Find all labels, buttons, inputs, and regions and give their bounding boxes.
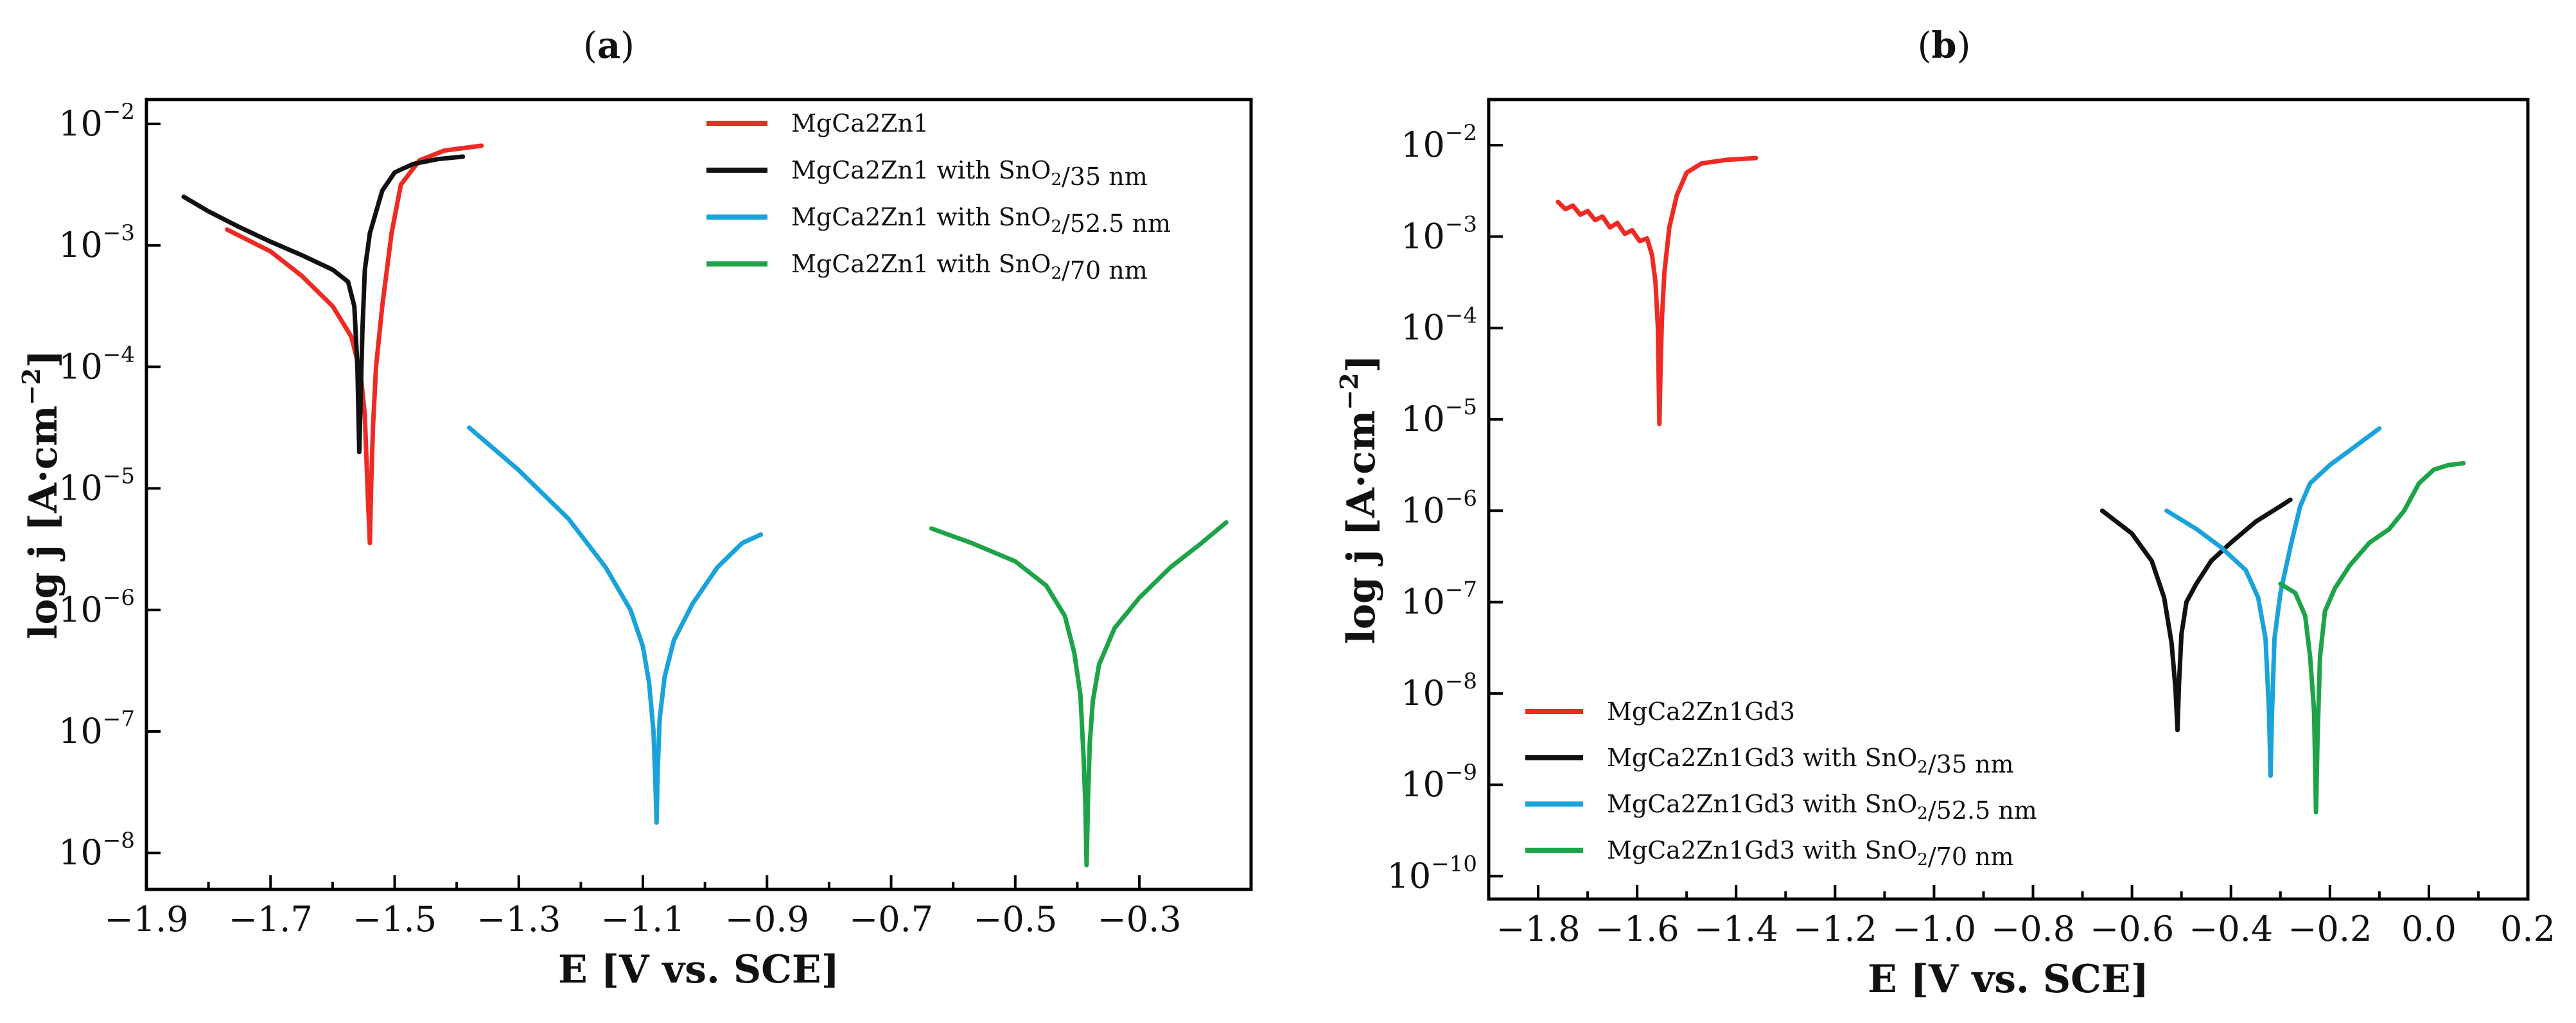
panel-b-label: (b) (1918, 24, 1971, 67)
panel-b-plot-frame (1487, 98, 2530, 901)
panel-b-x-tick-label: −1.6 (1595, 909, 1679, 949)
panel-a-series-3-line (467, 425, 764, 825)
panel-a-x-tick-label: −0.9 (725, 899, 809, 940)
panel-b-x-tick-label: −1.4 (1694, 909, 1778, 949)
panel-b-y-tick-label: 10−6 (1401, 485, 1477, 530)
panel-b-x-tick-label: −0.8 (1991, 909, 2075, 949)
panel-a-y-tick-label: 10−2 (58, 99, 135, 144)
panel-b-y-tick-label: 10−4 (1401, 303, 1477, 348)
panel-b-y-axis-title: log j [A·cm−2] (1335, 354, 1384, 644)
panel-a-plot-frame (145, 98, 1253, 891)
panel-b-y-tick-label: 10−2 (1401, 120, 1477, 165)
panel-a-legend-label: MgCa2Zn1 with SnO2/35 nm (791, 156, 1148, 191)
panel-b-legend-label: MgCa2Zn1Gd3 with SnO2/35 nm (1607, 744, 2014, 778)
panel-a-x-tick-label: −0.5 (973, 899, 1057, 940)
panel-a-x-tick-label: −0.7 (849, 899, 933, 940)
panel-b-x-tick-label: −1.0 (1892, 909, 1976, 949)
panel-a-legend-label: MgCa2Zn1 (791, 109, 929, 137)
panel-b-x-tick-label: −0.4 (2189, 909, 2273, 949)
panel-b-series-1-line (1555, 155, 1758, 426)
panel-a-y-tick-label: 10−3 (58, 220, 135, 265)
panel-a-series-4-line (929, 520, 1229, 868)
panel-b-legend-label: MgCa2Zn1Gd3 with SnO2/70 nm (1607, 836, 2014, 871)
panel-b-x-tick-label: −0.2 (2288, 909, 2372, 949)
panel-b-legend: MgCa2Zn1Gd3 MgCa2Zn1Gd3 with SnO2/35 nm Mg… (1525, 697, 2037, 871)
panel-a-x-tick-label: −1.7 (229, 899, 313, 940)
panel-a: (a) −1.9 −1.7 −1.5 −1.3 −1.1 −0.9 −0.7 −0.5 −0.3 1… (17, 24, 1253, 992)
panel-b-y-tick-label: 10−9 (1401, 760, 1477, 805)
panel-b-x-tick-label: −0.6 (2090, 909, 2174, 949)
panel-a-y-tick-label: 10−5 (58, 464, 135, 509)
panel-a-series-1-line (225, 143, 484, 546)
panel-a-y-tick-label: 10−8 (58, 828, 135, 873)
panel-b: (b) −1.8 −1.6 −1.4 −1.2 −1.0 −0.8 −0.6 −0.4 −0.2 0… (1335, 24, 2555, 1002)
panel-a-x-axis-title: E [V vs. SCE] (558, 947, 839, 992)
panel-a-label: (a) (583, 24, 635, 67)
panel-b-series-3-line (2164, 426, 2382, 778)
panel-b-series-2-line (2099, 497, 2293, 733)
panel-a-y-tick-label: 10−6 (58, 585, 135, 630)
panel-b-legend-label: MgCa2Zn1Gd3 with SnO2/52.5 nm (1607, 790, 2037, 825)
panel-a-series-2-line (181, 154, 466, 455)
panel-b-x-tick-label: 0.0 (2401, 909, 2457, 949)
panel-b-x-axis-title: E [V vs. SCE] (1868, 957, 2149, 1002)
panel-a-y-axis-title: log j [A·cm−2] (17, 350, 66, 640)
panel-b-y-tick-label: 10−5 (1401, 394, 1477, 439)
panel-b-y-tick-label: 10−8 (1401, 669, 1477, 713)
panel-b-x-tick-label: −1.8 (1496, 909, 1580, 949)
panel-a-y-tick-label: 10−4 (58, 342, 135, 387)
panel-a-x-tick-label: −1.5 (353, 899, 437, 940)
panel-b-x-tick-label: −1.2 (1793, 909, 1877, 949)
panel-b-y-tick-label: 10−3 (1401, 211, 1477, 256)
panel-b-x-tick-label: 0.2 (2500, 909, 2555, 949)
panel-b-y-tick-label: 10−10 (1387, 851, 1477, 896)
panel-a-legend: MgCa2Zn1 MgCa2Zn1 with SnO2/35 nm MgCa2Zn1… (706, 109, 1171, 284)
panel-a-x-tick-label: −0.3 (1098, 899, 1182, 940)
panel-a-y-tick-label: 10−7 (58, 706, 135, 751)
panel-a-x-tick-label: −1.9 (104, 899, 188, 940)
panel-b-y-tick-label: 10−7 (1401, 577, 1477, 622)
panel-a-x-tick-label: −1.3 (477, 899, 561, 940)
panel-a-x-tick-label: −1.1 (600, 899, 685, 940)
panel-b-legend-label: MgCa2Zn1Gd3 (1607, 697, 1795, 726)
panel-b-series-4-line (2278, 460, 2466, 815)
panel-a-legend-label: MgCa2Zn1 with SnO2/52.5 nm (791, 203, 1171, 238)
panel-a-legend-label: MgCa2Zn1 with SnO2/70 nm (791, 250, 1148, 284)
